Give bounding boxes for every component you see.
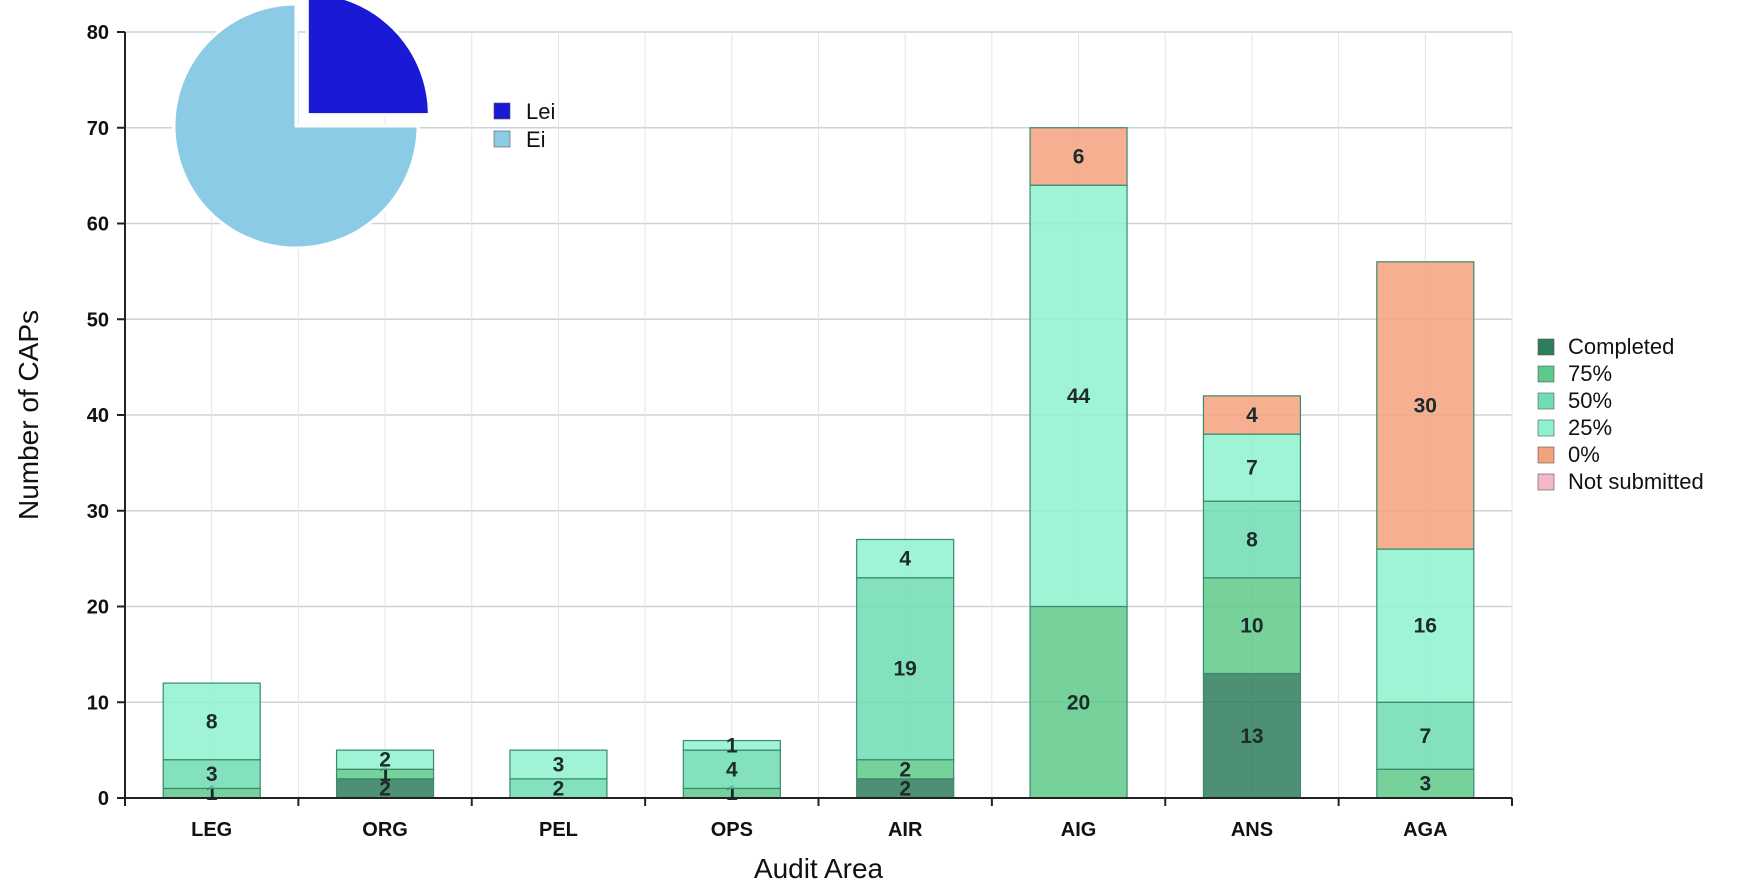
bar-segment — [1202, 395, 1302, 435]
x-tick-label: ANS — [1231, 819, 1273, 841]
legend-swatch — [1537, 365, 1555, 383]
legend-label: Not submitted — [1568, 469, 1704, 494]
pie-legend: Lei Ei — [493, 99, 555, 152]
x-tick-label: AIG — [1061, 819, 1097, 841]
bar-segment-label: 2 — [379, 749, 391, 772]
bar-segment-label: 6 — [1073, 145, 1085, 168]
bar-segment — [682, 739, 781, 751]
legend-label: Completed — [1568, 334, 1674, 359]
x-axis-ticks: LEG ORG PEL OPS AIR AIG ANS AGA — [124, 798, 1513, 841]
bar-segment-label: 20 — [1067, 691, 1090, 714]
y-tick-label: 0 — [98, 788, 109, 810]
bar-segment-label: 4 — [899, 548, 911, 571]
bar-segment — [1029, 184, 1128, 608]
bar-segment-label: 4 — [1246, 404, 1258, 427]
bar-segment-label: 2 — [899, 758, 911, 781]
y-axis-title: Number of CAPs — [13, 310, 44, 520]
pie-legend-swatch — [493, 102, 511, 120]
bar-segment — [1202, 672, 1302, 799]
bar-segment — [1029, 127, 1128, 186]
y-tick-label: 40 — [87, 405, 109, 427]
y-tick-label: 20 — [87, 597, 109, 619]
pie-legend-label: Lei — [526, 99, 555, 124]
y-tick-label: 60 — [87, 214, 109, 236]
bar-segment-label: 19 — [894, 658, 917, 681]
bar-segment — [856, 577, 955, 761]
bar-segment — [1029, 605, 1128, 799]
y-tick-label: 10 — [87, 692, 109, 714]
bar-segment-label: 1 — [726, 734, 738, 757]
legend-swatch — [1537, 338, 1555, 356]
bar-segment-label: 16 — [1414, 615, 1437, 638]
y-tick-label: 30 — [87, 501, 109, 523]
bar-segment — [162, 759, 261, 790]
legend-swatch — [1537, 392, 1555, 410]
bar-segment — [856, 538, 955, 579]
legend-label: 0% — [1568, 442, 1600, 467]
bar-segment-label: 2 — [379, 777, 391, 800]
bar-segment — [1202, 577, 1302, 675]
bar-segment-label: 7 — [1419, 725, 1431, 748]
x-axis-title: Audit Area — [754, 853, 884, 884]
x-tick-label: LEG — [191, 819, 232, 841]
x-tick-label: PEL — [539, 819, 578, 841]
bar-segment-label: 2 — [899, 777, 911, 800]
bar-segment-label: 3 — [206, 763, 218, 786]
pie-slice — [172, 2, 420, 250]
bar-segment-label: 13 — [1240, 725, 1263, 748]
pie-slice — [305, 0, 431, 117]
bar-segment-label: 30 — [1414, 394, 1437, 417]
bar-segment-label: 3 — [1419, 773, 1431, 796]
bar-segment — [335, 749, 435, 770]
legend-label: 25% — [1568, 415, 1612, 440]
legend-label: 75% — [1568, 361, 1612, 386]
bar-segment — [1376, 261, 1475, 550]
bar-segment-label: 8 — [206, 710, 218, 733]
legend-swatch — [1537, 446, 1555, 464]
pie-legend-label: Ei — [526, 127, 546, 152]
bar-segment — [1376, 701, 1475, 770]
bar-segment — [509, 749, 608, 780]
pie-legend-swatch — [493, 130, 511, 148]
bar-segment-label: 10 — [1240, 615, 1263, 638]
y-tick-label: 50 — [87, 309, 109, 331]
x-tick-label: ORG — [362, 819, 408, 841]
bar-segment — [162, 682, 261, 761]
bar-segment-label: 8 — [1246, 528, 1258, 551]
x-tick-label: OPS — [711, 819, 753, 841]
pie-chart — [172, 0, 431, 250]
bar-segment — [1202, 433, 1302, 502]
y-tick-label: 70 — [87, 118, 109, 140]
bar-segment — [1202, 500, 1302, 579]
bar-segment — [682, 749, 781, 790]
x-tick-label: AIR — [888, 819, 923, 841]
bar-segment — [1376, 548, 1475, 703]
bar-segment-label: 3 — [553, 753, 565, 776]
bar-segment-label: 7 — [1246, 457, 1258, 480]
legend-swatch — [1537, 419, 1555, 437]
y-axis-ticks: 0 10 20 30 40 50 60 70 80 — [87, 22, 125, 810]
legend-label: 50% — [1568, 388, 1612, 413]
legend-swatch — [1537, 473, 1555, 491]
bar-segment-label: 2 — [553, 777, 565, 800]
x-tick-label: AGA — [1403, 819, 1447, 841]
bar-segment-label: 4 — [726, 758, 738, 781]
bar-segment-label: 44 — [1067, 385, 1091, 408]
y-tick-label: 80 — [87, 22, 109, 44]
